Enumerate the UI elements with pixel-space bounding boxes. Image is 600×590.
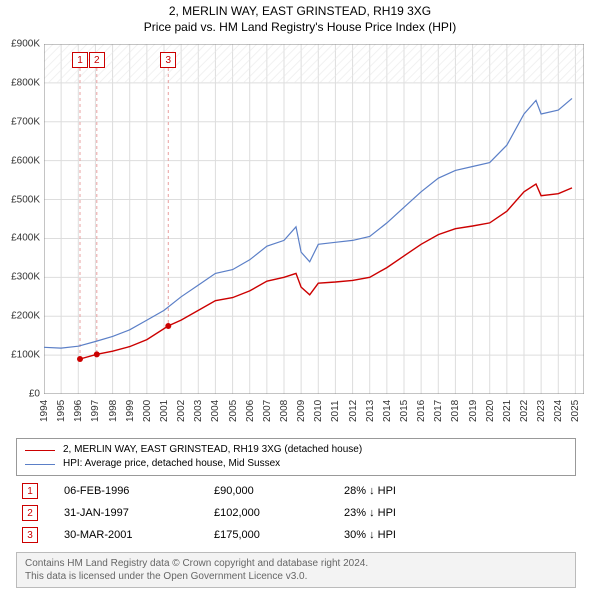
x-tick-label: 2025 bbox=[570, 400, 581, 422]
legend-label-hpi: HPI: Average price, detached house, Mid … bbox=[63, 457, 280, 471]
y-tick-label: £900K bbox=[0, 39, 40, 50]
legend-swatch-property bbox=[25, 450, 55, 451]
sale-date: 06-FEB-1996 bbox=[64, 485, 214, 497]
x-tick-label: 2010 bbox=[313, 400, 324, 422]
x-tick-label: 2004 bbox=[210, 400, 221, 422]
chart-title: 2, MERLIN WAY, EAST GRINSTEAD, RH19 3XG bbox=[0, 0, 600, 20]
sale-price: £102,000 bbox=[214, 507, 344, 519]
sale-date: 30-MAR-2001 bbox=[64, 529, 214, 541]
x-tick-label: 1999 bbox=[125, 400, 136, 422]
sale-date: 31-JAN-1997 bbox=[64, 507, 214, 519]
x-tick-label: 1998 bbox=[108, 400, 119, 422]
x-tick-label: 2011 bbox=[330, 400, 341, 422]
sale-event-row: 2 31-JAN-1997£102,00023% ↓ HPI bbox=[16, 502, 576, 524]
y-tick-label: £600K bbox=[0, 155, 40, 166]
sale-marker-1: 1 bbox=[72, 52, 88, 68]
x-axis-labels: 1994199519961997199819992000200120022003… bbox=[44, 394, 584, 434]
sale-vs-hpi: 23% ↓ HPI bbox=[344, 507, 504, 519]
sale-marker-ref: 3 bbox=[22, 527, 38, 543]
sale-price: £90,000 bbox=[214, 485, 344, 497]
legend-label-property: 2, MERLIN WAY, EAST GRINSTEAD, RH19 3XG … bbox=[63, 443, 362, 457]
sale-marker-ref: 2 bbox=[22, 505, 38, 521]
y-tick-label: £300K bbox=[0, 272, 40, 283]
sale-price: £175,000 bbox=[214, 529, 344, 541]
y-tick-label: £0 bbox=[0, 389, 40, 400]
legend-row-hpi: HPI: Average price, detached house, Mid … bbox=[25, 457, 567, 471]
x-tick-label: 2024 bbox=[553, 400, 564, 422]
x-tick-label: 2019 bbox=[468, 400, 479, 422]
sale-marker-ref: 1 bbox=[22, 483, 38, 499]
x-tick-label: 2008 bbox=[279, 400, 290, 422]
x-tick-label: 1995 bbox=[56, 400, 67, 422]
sale-vs-hpi: 28% ↓ HPI bbox=[344, 485, 504, 497]
x-tick-label: 2015 bbox=[399, 400, 410, 422]
sales-events-table: 1 06-FEB-1996£90,00028% ↓ HPI 2 31-JAN-1997… bbox=[16, 480, 576, 546]
sale-event-row: 3 30-MAR-2001£175,00030% ↓ HPI bbox=[16, 524, 576, 546]
sale-vs-hpi: 30% ↓ HPI bbox=[344, 529, 504, 541]
legend-row-property: 2, MERLIN WAY, EAST GRINSTEAD, RH19 3XG … bbox=[25, 443, 567, 457]
sale-marker-2: 2 bbox=[89, 52, 105, 68]
y-tick-label: £800K bbox=[0, 77, 40, 88]
x-tick-label: 2016 bbox=[416, 400, 427, 422]
x-tick-label: 2013 bbox=[365, 400, 376, 422]
x-tick-label: 2023 bbox=[536, 400, 547, 422]
x-tick-label: 2009 bbox=[296, 400, 307, 422]
x-tick-label: 2006 bbox=[245, 400, 256, 422]
x-tick-label: 2020 bbox=[485, 400, 496, 422]
attribution-line2: This data is licensed under the Open Gov… bbox=[25, 570, 567, 583]
x-tick-label: 2005 bbox=[228, 400, 239, 422]
x-tick-label: 2003 bbox=[193, 400, 204, 422]
x-tick-label: 2017 bbox=[433, 400, 444, 422]
y-tick-label: £100K bbox=[0, 350, 40, 361]
y-tick-label: £200K bbox=[0, 311, 40, 322]
sale-event-row: 1 06-FEB-1996£90,00028% ↓ HPI bbox=[16, 480, 576, 502]
x-tick-label: 1997 bbox=[90, 400, 101, 422]
x-tick-label: 2001 bbox=[159, 400, 170, 422]
chart-subtitle: Price paid vs. HM Land Registry's House … bbox=[0, 20, 600, 36]
x-tick-label: 2021 bbox=[502, 400, 513, 422]
sale-marker-3: 3 bbox=[160, 52, 176, 68]
legend-swatch-hpi bbox=[25, 464, 55, 465]
x-tick-label: 2022 bbox=[519, 400, 530, 422]
x-tick-label: 2000 bbox=[142, 400, 153, 422]
attribution-box: Contains HM Land Registry data © Crown c… bbox=[16, 552, 576, 588]
chart-svg bbox=[44, 44, 584, 394]
x-tick-label: 2018 bbox=[450, 400, 461, 422]
y-tick-label: £700K bbox=[0, 116, 40, 127]
x-tick-label: 1994 bbox=[39, 400, 50, 422]
x-tick-label: 2002 bbox=[176, 400, 187, 422]
y-tick-label: £400K bbox=[0, 233, 40, 244]
legend-box: 2, MERLIN WAY, EAST GRINSTEAD, RH19 3XG … bbox=[16, 438, 576, 476]
x-tick-label: 1996 bbox=[73, 400, 84, 422]
chart-plot-area: £0£100K£200K£300K£400K£500K£600K£700K£80… bbox=[44, 44, 584, 394]
attribution-line1: Contains HM Land Registry data © Crown c… bbox=[25, 557, 567, 570]
x-tick-label: 2007 bbox=[262, 400, 273, 422]
y-tick-label: £500K bbox=[0, 194, 40, 205]
x-tick-label: 2012 bbox=[348, 400, 359, 422]
x-tick-label: 2014 bbox=[382, 400, 393, 422]
